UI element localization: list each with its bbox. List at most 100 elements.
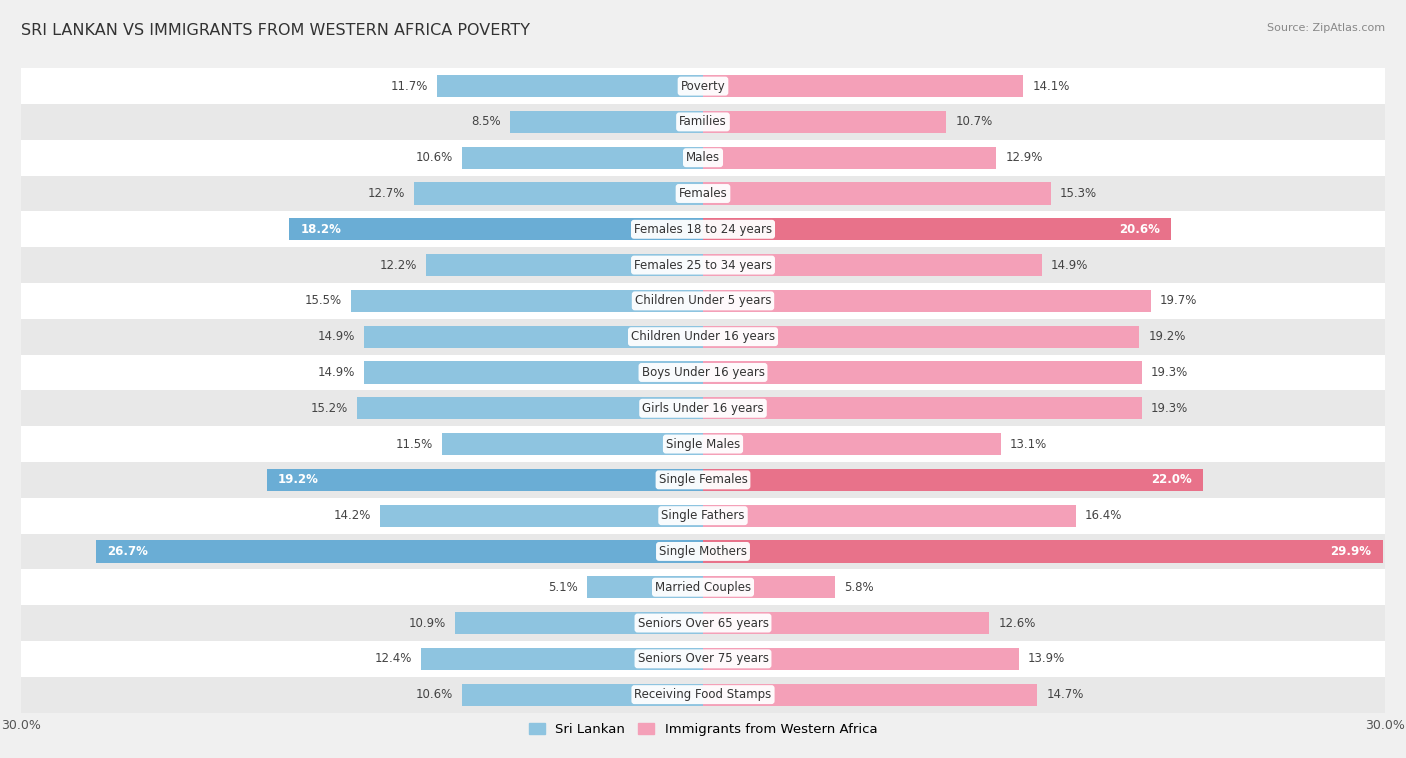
Bar	[703, 648, 1019, 670]
Bar	[703, 576, 835, 598]
Bar	[21, 605, 1385, 641]
Bar	[21, 355, 1385, 390]
Text: 22.0%: 22.0%	[1152, 473, 1192, 487]
Bar	[441, 433, 703, 455]
Text: 12.7%: 12.7%	[368, 187, 405, 200]
Bar	[703, 468, 1204, 491]
Bar	[422, 648, 703, 670]
Text: 5.8%: 5.8%	[844, 581, 873, 594]
Text: 19.2%: 19.2%	[1149, 330, 1185, 343]
Bar	[21, 104, 1385, 139]
Bar	[588, 576, 703, 598]
Text: Poverty: Poverty	[681, 80, 725, 92]
Bar	[415, 183, 703, 205]
Text: 10.6%: 10.6%	[416, 688, 453, 701]
Bar	[703, 111, 946, 133]
Text: Single Mothers: Single Mothers	[659, 545, 747, 558]
Bar	[21, 534, 1385, 569]
Text: 15.2%: 15.2%	[311, 402, 349, 415]
Text: 10.9%: 10.9%	[409, 616, 446, 630]
Bar	[456, 612, 703, 634]
Text: 14.7%: 14.7%	[1046, 688, 1084, 701]
Text: Married Couples: Married Couples	[655, 581, 751, 594]
Text: Source: ZipAtlas.com: Source: ZipAtlas.com	[1267, 23, 1385, 33]
Bar	[703, 684, 1038, 706]
Bar	[703, 433, 1001, 455]
Text: 10.6%: 10.6%	[416, 151, 453, 164]
Bar	[703, 362, 1142, 384]
Text: Boys Under 16 years: Boys Under 16 years	[641, 366, 765, 379]
Bar	[21, 139, 1385, 176]
Bar	[21, 247, 1385, 283]
Bar	[703, 183, 1050, 205]
Text: 19.3%: 19.3%	[1150, 402, 1188, 415]
Bar	[426, 254, 703, 276]
Bar	[21, 677, 1385, 713]
Bar	[703, 75, 1024, 97]
Text: 18.2%: 18.2%	[301, 223, 342, 236]
Text: 12.6%: 12.6%	[998, 616, 1036, 630]
Text: 12.9%: 12.9%	[1005, 151, 1043, 164]
Text: Seniors Over 65 years: Seniors Over 65 years	[637, 616, 769, 630]
Bar	[21, 390, 1385, 426]
Bar	[21, 498, 1385, 534]
Text: Males: Males	[686, 151, 720, 164]
Text: Families: Families	[679, 115, 727, 128]
Text: 12.4%: 12.4%	[374, 653, 412, 666]
Bar	[21, 462, 1385, 498]
Bar	[703, 254, 1042, 276]
Bar	[21, 211, 1385, 247]
Text: 10.7%: 10.7%	[955, 115, 993, 128]
Text: 16.4%: 16.4%	[1085, 509, 1122, 522]
Text: Single Fathers: Single Fathers	[661, 509, 745, 522]
Text: Single Females: Single Females	[658, 473, 748, 487]
Bar	[21, 176, 1385, 211]
Legend: Sri Lankan, Immigrants from Western Africa: Sri Lankan, Immigrants from Western Afri…	[523, 718, 883, 741]
Bar	[21, 68, 1385, 104]
Bar	[380, 505, 703, 527]
Text: Females 25 to 34 years: Females 25 to 34 years	[634, 258, 772, 271]
Text: 13.1%: 13.1%	[1010, 437, 1047, 450]
Bar	[364, 326, 703, 348]
Text: Girls Under 16 years: Girls Under 16 years	[643, 402, 763, 415]
Bar	[463, 684, 703, 706]
Bar	[96, 540, 703, 562]
Bar	[703, 397, 1142, 419]
Text: 14.9%: 14.9%	[318, 366, 356, 379]
Text: Females 18 to 24 years: Females 18 to 24 years	[634, 223, 772, 236]
Text: 20.6%: 20.6%	[1119, 223, 1160, 236]
Text: 8.5%: 8.5%	[471, 115, 501, 128]
Bar	[21, 319, 1385, 355]
Text: 19.3%: 19.3%	[1150, 366, 1188, 379]
Bar	[703, 326, 1139, 348]
Text: 26.7%: 26.7%	[107, 545, 149, 558]
Text: 19.2%: 19.2%	[278, 473, 319, 487]
Text: 11.7%: 11.7%	[391, 80, 427, 92]
Bar	[290, 218, 703, 240]
Bar	[21, 641, 1385, 677]
Bar	[350, 290, 703, 312]
Bar	[703, 612, 990, 634]
Text: 14.9%: 14.9%	[318, 330, 356, 343]
Text: Children Under 16 years: Children Under 16 years	[631, 330, 775, 343]
Bar	[703, 218, 1171, 240]
Text: 11.5%: 11.5%	[395, 437, 433, 450]
Bar	[267, 468, 703, 491]
Text: Females: Females	[679, 187, 727, 200]
Text: Children Under 5 years: Children Under 5 years	[634, 294, 772, 308]
Bar	[703, 505, 1076, 527]
Text: 15.5%: 15.5%	[305, 294, 342, 308]
Text: 14.2%: 14.2%	[333, 509, 371, 522]
Text: 15.3%: 15.3%	[1060, 187, 1097, 200]
Text: Receiving Food Stamps: Receiving Food Stamps	[634, 688, 772, 701]
Text: Single Males: Single Males	[666, 437, 740, 450]
Bar	[21, 569, 1385, 605]
Text: 29.9%: 29.9%	[1330, 545, 1371, 558]
Bar	[703, 290, 1150, 312]
Text: 19.7%: 19.7%	[1160, 294, 1198, 308]
Bar	[21, 426, 1385, 462]
Text: 5.1%: 5.1%	[548, 581, 578, 594]
Text: 14.9%: 14.9%	[1050, 258, 1088, 271]
Bar	[703, 540, 1382, 562]
Bar	[703, 146, 997, 169]
